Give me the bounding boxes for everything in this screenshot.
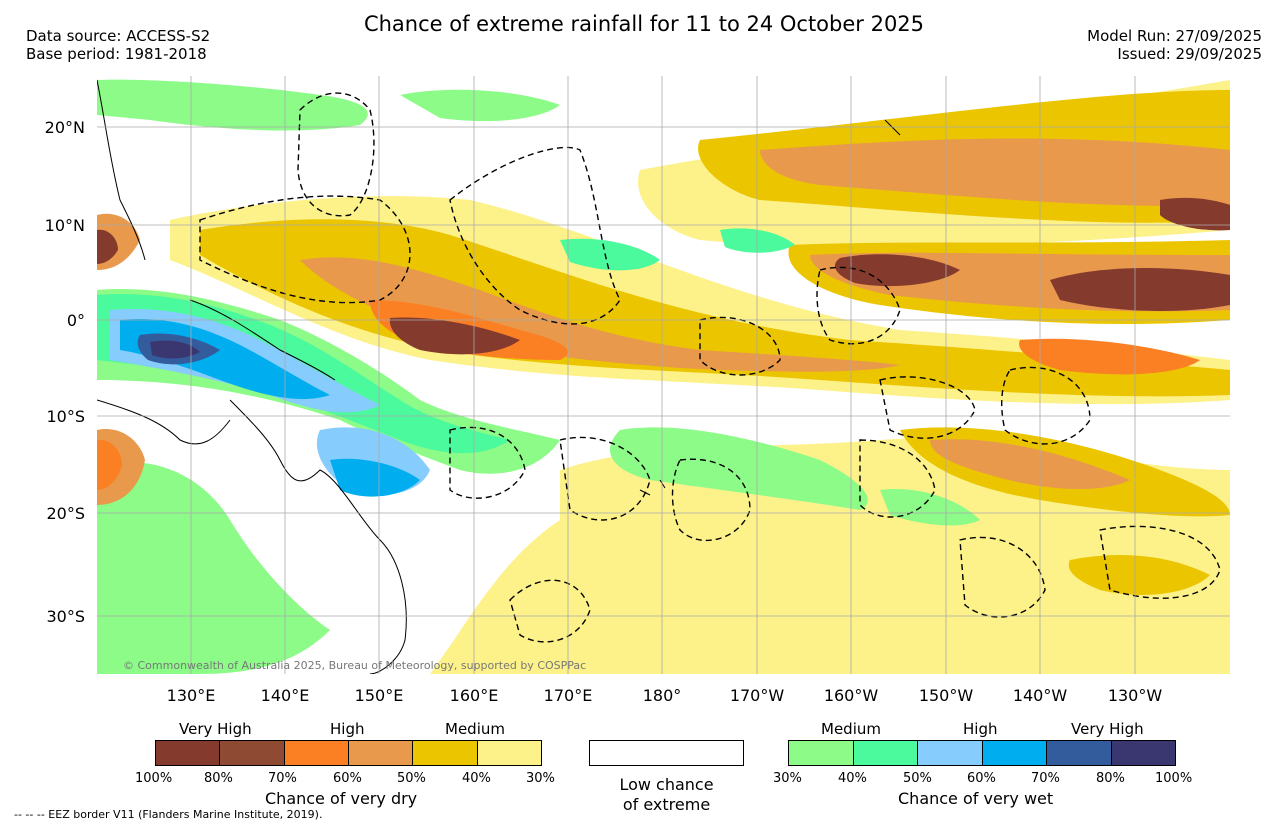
wet-category-medium: Medium <box>821 720 881 738</box>
wet-tick: 60% <box>967 771 996 786</box>
low-caption-line2: of extreme <box>622 795 711 814</box>
dry-tick: 30% <box>526 771 555 786</box>
wet-category-high: High <box>963 720 998 738</box>
dry-swatch <box>156 741 221 765</box>
dry-category-medium: Medium <box>445 720 505 738</box>
wet-swatch <box>918 741 983 765</box>
wet-tick: 80% <box>1096 771 1125 786</box>
very-dry-core-east <box>1050 268 1230 312</box>
wet-tick: 40% <box>838 771 867 786</box>
lon-label: 150°E <box>355 686 404 705</box>
issued-date: Issued: 29/09/2025 <box>1117 45 1262 63</box>
base-period: Base period: 1981-2018 <box>26 45 207 63</box>
dry-swatch <box>284 741 349 765</box>
very-wet-core <box>150 340 200 359</box>
header-right: Model Run: 27/09/2025 Issued: 29/09/2025 <box>1087 27 1262 63</box>
lon-label: 160°W <box>824 686 879 705</box>
dry-tick: 40% <box>462 771 491 786</box>
eez-footnote: -- -- -- EEZ border V11 (Flanders Marine… <box>14 808 323 821</box>
lon-label: 140°E <box>261 686 310 705</box>
lon-label: 160°E <box>450 686 499 705</box>
dry-swatch <box>413 741 478 765</box>
wet-tick: 70% <box>1031 771 1060 786</box>
dry-swatch <box>348 741 414 765</box>
latitude-labels: 20°N 10°N 0° 10°S 20°S 30°S <box>45 118 85 626</box>
wet-swatch <box>982 741 1047 765</box>
lon-label: 130°W <box>1108 686 1163 705</box>
low-caption-line1: Low chance <box>619 775 714 794</box>
dry-tick: 100% <box>135 771 173 786</box>
low-chance-swatch <box>589 740 744 766</box>
lat-label: 10°S <box>46 407 85 426</box>
low-chance-caption: Low chance of extreme <box>589 775 744 815</box>
dry-tick: 60% <box>333 771 362 786</box>
lon-label: 180° <box>643 686 682 705</box>
very-dry-core-west <box>389 317 520 355</box>
lat-label: 0° <box>67 311 85 330</box>
dry-category-very-high: Very High <box>179 720 252 738</box>
lat-label: 20°N <box>45 118 85 137</box>
lon-label: 140°W <box>1013 686 1068 705</box>
wet-caption: Chance of very wet <box>898 789 1054 808</box>
dry-swatch <box>477 741 541 765</box>
dry-colorbar <box>155 740 542 766</box>
wet-swatch <box>1111 741 1175 765</box>
data-source: Data source: ACCESS-S2 <box>26 27 211 45</box>
coastlines <box>97 79 901 674</box>
lon-label: 150°W <box>919 686 974 705</box>
gridlines <box>97 76 1230 674</box>
wet-category-very-high: Very High <box>1071 720 1144 738</box>
lon-label: 170°E <box>544 686 593 705</box>
dry-caption: Chance of very dry <box>265 789 418 808</box>
eez-borders <box>199 92 1221 643</box>
map-field <box>97 76 1230 674</box>
dry-swatch <box>220 741 285 765</box>
dry-tick: 50% <box>397 771 426 786</box>
map-title: Chance of extreme rainfall for 11 to 24 … <box>363 12 925 36</box>
wet-swatch <box>789 741 854 765</box>
wet-tick: 50% <box>903 771 932 786</box>
lat-label: 10°N <box>45 216 85 235</box>
wet-swatch <box>1047 741 1112 765</box>
model-run: Model Run: 27/09/2025 <box>1087 27 1262 45</box>
dry-tick: 80% <box>204 771 233 786</box>
dry-category-high: High <box>330 720 365 738</box>
wet-colorbar <box>788 740 1176 766</box>
copyright-text: © Commonwealth of Australia 2025, Bureau… <box>123 659 587 672</box>
wet-swatch <box>853 741 918 765</box>
lon-label: 170°W <box>730 686 785 705</box>
wet-tick: 100% <box>1155 771 1193 786</box>
dry-tick: 70% <box>268 771 297 786</box>
very-dry-core-central <box>835 254 960 287</box>
wet-zone-australia <box>97 462 330 674</box>
header-left: Data source: ACCESS-S2 Base period: 1981… <box>26 27 210 63</box>
longitude-labels: 130°E 140°E 150°E 160°E 170°E 180° 170°W… <box>167 686 1163 705</box>
wet-tick: 30% <box>773 771 802 786</box>
lon-label: 130°E <box>167 686 216 705</box>
lat-label: 20°S <box>46 504 85 523</box>
lat-label: 30°S <box>46 607 85 626</box>
